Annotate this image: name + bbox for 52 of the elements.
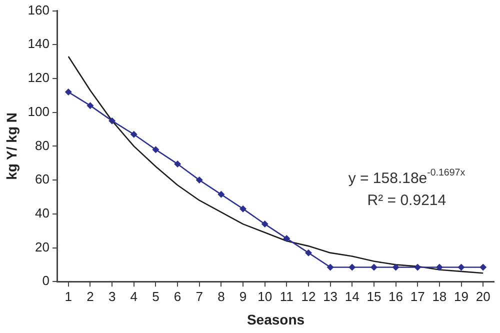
x-tick-label: 8 bbox=[218, 288, 225, 304]
y-tick-label: 20 bbox=[35, 239, 50, 254]
annotation: R² = 0.9214 bbox=[367, 192, 446, 209]
x-tick-label: 16 bbox=[388, 288, 404, 304]
point bbox=[458, 264, 465, 271]
y-tick-label: 140 bbox=[28, 36, 50, 52]
x-tick-label: 11 bbox=[280, 288, 294, 304]
x-axis-title: Seasons bbox=[246, 311, 305, 328]
point bbox=[240, 205, 247, 212]
x-tick-label: 7 bbox=[196, 288, 203, 304]
point bbox=[283, 234, 290, 242]
y-tick-label: 40 bbox=[35, 205, 50, 220]
point bbox=[392, 264, 400, 271]
point bbox=[218, 190, 225, 198]
x-tick-label: 9 bbox=[239, 288, 247, 304]
x-tick-label: 20 bbox=[476, 288, 490, 304]
point bbox=[436, 264, 443, 271]
x-tick-label: 18 bbox=[432, 288, 447, 304]
x-tick-label: 3 bbox=[108, 288, 116, 304]
x-tick-label: 15 bbox=[366, 288, 382, 304]
y-tick-label: 120 bbox=[28, 70, 50, 86]
x-tick-label: 5 bbox=[152, 288, 160, 304]
x-tick-label: 17 bbox=[410, 288, 425, 304]
y-tick-label: 0 bbox=[42, 273, 50, 288]
point bbox=[414, 264, 422, 271]
point bbox=[152, 146, 160, 154]
x-tick-label: 13 bbox=[323, 288, 338, 304]
y-tick-label: 80 bbox=[35, 138, 50, 153]
x-tick-label: 19 bbox=[454, 288, 468, 304]
point bbox=[348, 264, 356, 271]
point bbox=[108, 117, 116, 124]
x-tick-label: 1 bbox=[64, 288, 72, 304]
y-tick-label: 60 bbox=[35, 172, 50, 187]
point bbox=[304, 249, 312, 256]
point bbox=[196, 176, 203, 184]
x-tick-label: 6 bbox=[174, 288, 182, 304]
x-tick-label: 4 bbox=[130, 288, 138, 304]
point bbox=[64, 88, 72, 96]
x-tick-label: 12 bbox=[301, 288, 316, 304]
y-axis-title: kg Y/ kg N bbox=[3, 112, 20, 180]
point bbox=[86, 102, 94, 110]
point bbox=[261, 220, 268, 228]
x-tick-label: 14 bbox=[344, 288, 360, 304]
x-tick-label: 2 bbox=[86, 288, 94, 304]
point bbox=[370, 264, 378, 271]
x-tick-label: 10 bbox=[258, 288, 272, 304]
y-tick-label: 100 bbox=[28, 104, 50, 119]
point bbox=[130, 130, 138, 138]
point bbox=[480, 264, 487, 271]
point bbox=[174, 160, 182, 168]
point bbox=[326, 264, 334, 271]
y-tick-label: 160 bbox=[28, 2, 50, 18]
